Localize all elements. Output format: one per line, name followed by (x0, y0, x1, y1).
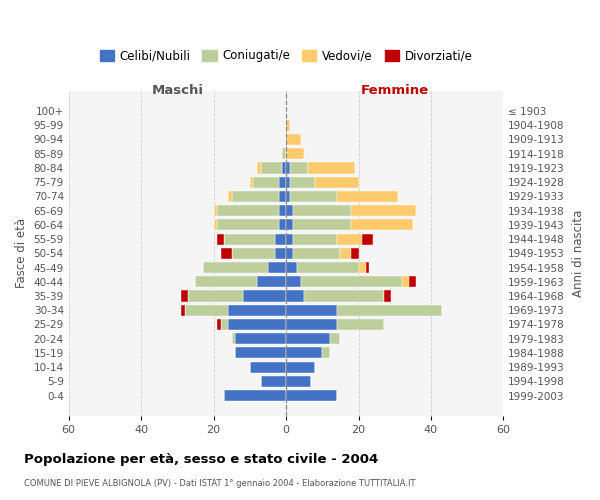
Y-axis label: Fasce di età: Fasce di età (15, 218, 28, 288)
Bar (337, 319, 384, 330)
Bar (290, 191, 337, 202)
Bar (286, 234, 293, 244)
Bar (286, 248, 293, 259)
Bar (290, 162, 308, 173)
Bar (359, 262, 366, 273)
Bar (188, 290, 242, 302)
Bar (235, 333, 286, 344)
Bar (224, 390, 286, 401)
Bar (217, 234, 224, 244)
Bar (286, 176, 290, 188)
Bar (283, 162, 286, 173)
Bar (301, 276, 402, 287)
Bar (286, 162, 290, 173)
Bar (286, 290, 304, 302)
Bar (214, 205, 217, 216)
Bar (257, 162, 260, 173)
Text: Femmine: Femmine (361, 84, 429, 97)
Bar (232, 191, 279, 202)
Bar (351, 205, 416, 216)
Bar (402, 276, 409, 287)
Bar (275, 234, 286, 244)
Bar (286, 319, 337, 330)
Bar (217, 319, 221, 330)
Bar (250, 176, 253, 188)
Bar (308, 162, 355, 173)
Bar (290, 176, 315, 188)
Bar (283, 148, 286, 160)
Bar (279, 191, 286, 202)
Bar (340, 248, 351, 259)
Bar (250, 362, 286, 372)
Bar (384, 290, 391, 302)
Bar (228, 191, 232, 202)
Bar (221, 319, 228, 330)
Bar (286, 348, 322, 358)
Bar (286, 362, 315, 372)
Bar (228, 319, 286, 330)
Bar (337, 234, 362, 244)
Bar (232, 333, 235, 344)
Y-axis label: Anni di nascita: Anni di nascita (572, 210, 585, 297)
Text: COMUNE DI PIEVE ALBIGNOLA (PV) - Dati ISTAT 1° gennaio 2004 - Elaborazione TUTTI: COMUNE DI PIEVE ALBIGNOLA (PV) - Dati IS… (24, 479, 415, 488)
Text: Maschi: Maschi (151, 84, 203, 97)
Bar (196, 276, 257, 287)
Bar (235, 348, 286, 358)
Bar (228, 304, 286, 316)
Bar (275, 248, 286, 259)
Bar (286, 390, 337, 401)
Bar (337, 191, 398, 202)
Bar (322, 348, 329, 358)
Bar (329, 333, 340, 344)
Text: Popolazione per età, sesso e stato civile - 2004: Popolazione per età, sesso e stato civil… (24, 452, 378, 466)
Bar (286, 120, 290, 131)
Bar (253, 176, 279, 188)
Bar (366, 262, 370, 273)
Bar (286, 191, 290, 202)
Bar (217, 205, 279, 216)
Bar (351, 248, 359, 259)
Bar (293, 205, 351, 216)
Bar (232, 248, 275, 259)
Bar (268, 262, 286, 273)
Bar (260, 162, 283, 173)
Bar (260, 376, 286, 387)
Bar (279, 176, 286, 188)
Bar (221, 248, 232, 259)
Bar (203, 262, 268, 273)
Bar (286, 333, 329, 344)
Bar (279, 205, 286, 216)
Bar (286, 304, 337, 316)
Bar (293, 248, 340, 259)
Bar (185, 304, 228, 316)
Bar (351, 220, 413, 230)
Bar (337, 304, 442, 316)
Bar (286, 205, 293, 216)
Bar (217, 220, 279, 230)
Bar (286, 376, 311, 387)
Legend: Celibi/Nubili, Coniugati/e, Vedovi/e, Divorziati/e: Celibi/Nubili, Coniugati/e, Vedovi/e, Di… (95, 44, 478, 67)
Bar (297, 262, 359, 273)
Bar (315, 176, 359, 188)
Bar (286, 134, 301, 145)
Bar (293, 220, 351, 230)
Bar (181, 290, 188, 302)
Bar (304, 290, 384, 302)
Bar (242, 290, 286, 302)
Bar (224, 234, 275, 244)
Bar (279, 220, 286, 230)
Bar (409, 276, 416, 287)
Bar (293, 234, 337, 244)
Bar (286, 276, 301, 287)
Bar (257, 276, 286, 287)
Bar (286, 262, 297, 273)
Bar (362, 234, 373, 244)
Bar (181, 304, 185, 316)
Bar (214, 220, 217, 230)
Bar (286, 148, 304, 160)
Bar (286, 220, 293, 230)
